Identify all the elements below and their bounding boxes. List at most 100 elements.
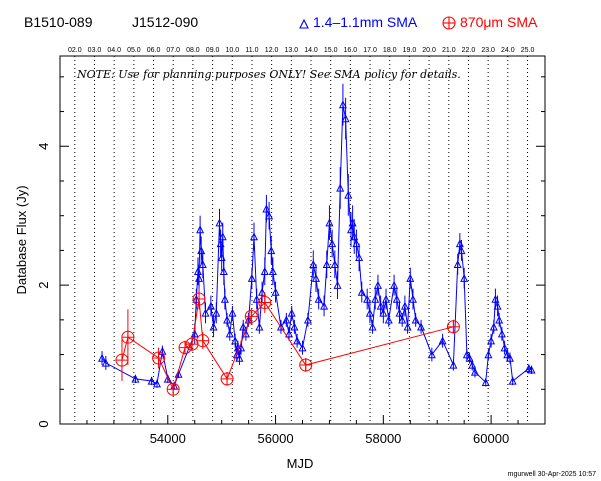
data-point — [152, 351, 166, 365]
x-tick-label: 56000 — [257, 431, 293, 446]
data-point — [206, 301, 215, 310]
legend-label-870um: 870μm SMA — [460, 14, 538, 30]
data-point — [225, 329, 234, 338]
x-axis-ticks: 54000 56000 58000 60000 — [59, 415, 546, 446]
top-axis-label: 16.0 — [344, 47, 358, 54]
data-point — [265, 211, 274, 220]
top-axis-label: 14.0 — [304, 47, 318, 54]
top-axis-label: 22.0 — [462, 47, 476, 54]
top-axis-label: 02.0 — [68, 47, 82, 54]
data-point — [417, 322, 426, 331]
data-point — [325, 218, 334, 227]
data-point — [376, 301, 385, 310]
data-point — [336, 183, 345, 192]
data-point — [341, 114, 350, 123]
data-point — [244, 309, 258, 323]
data-point — [217, 253, 226, 262]
data-point — [228, 308, 237, 317]
data-point — [98, 353, 107, 362]
series-1mm-layer — [98, 83, 536, 390]
data-point — [271, 287, 280, 296]
planning-note: NOTE: Use for planning purposes ONLY! Se… — [76, 68, 461, 81]
data-point — [470, 367, 479, 376]
data-point — [449, 360, 458, 369]
data-point — [398, 315, 407, 324]
data-point — [215, 218, 224, 227]
data-point — [427, 350, 436, 359]
data-point — [505, 353, 514, 362]
data-point — [209, 322, 218, 331]
data-point — [311, 273, 320, 282]
data-point — [260, 266, 269, 275]
top-axis-label: 23.0 — [481, 47, 495, 54]
data-point — [493, 301, 502, 310]
data-point — [174, 369, 183, 378]
top-axis-label: 17.0 — [363, 47, 377, 54]
top-axis-label: 11.0 — [245, 47, 258, 54]
data-point — [287, 308, 296, 317]
source-name-right: J1512-090 — [132, 14, 198, 30]
data-point — [220, 294, 229, 303]
data-point — [395, 308, 404, 317]
data-point — [406, 273, 415, 282]
data-point — [468, 360, 477, 369]
data-point — [196, 225, 205, 234]
data-point — [201, 308, 210, 317]
data-point — [382, 294, 391, 303]
data-point — [163, 374, 172, 383]
data-point — [198, 259, 207, 269]
top-axis-label: 10.0 — [225, 47, 239, 54]
data-point — [220, 372, 234, 386]
data-point — [212, 308, 221, 317]
data-point — [192, 292, 206, 306]
top-axis-label: 19.0 — [403, 47, 417, 54]
data-point — [115, 353, 129, 367]
y-tick-label: 0 — [36, 420, 51, 427]
data-point — [355, 253, 364, 262]
data-point — [350, 232, 359, 241]
data-point — [487, 336, 496, 345]
data-point — [195, 273, 204, 282]
data-point — [282, 315, 291, 324]
data-point — [131, 374, 140, 383]
data-point — [481, 378, 490, 387]
data-point — [178, 341, 192, 355]
data-point — [489, 322, 498, 331]
data-point — [249, 232, 259, 241]
y-tick-label: 2 — [36, 282, 51, 289]
y-axis-ticks: 0 2 4 — [36, 76, 545, 428]
data-point — [400, 301, 409, 310]
legend-triangle-icon — [299, 18, 309, 29]
data-point — [247, 273, 256, 282]
data-point — [193, 266, 202, 275]
data-point — [484, 350, 493, 359]
data-point — [357, 287, 366, 296]
data-point — [365, 308, 374, 317]
data-point — [330, 259, 339, 269]
data-point — [309, 259, 318, 269]
data-point — [368, 322, 377, 331]
top-axis-label: 18.0 — [383, 47, 397, 54]
data-point — [258, 287, 267, 296]
data-point — [223, 315, 232, 324]
data-point — [320, 301, 329, 310]
data-point — [285, 329, 294, 338]
data-point — [185, 337, 199, 351]
data-point — [371, 294, 380, 303]
data-point — [457, 246, 466, 255]
data-point — [338, 100, 347, 109]
data-point — [508, 376, 517, 385]
data-point — [235, 353, 244, 362]
y-axis-label: Database Flux (Jy) — [14, 185, 29, 294]
data-point — [379, 308, 388, 317]
data-point — [438, 336, 447, 345]
top-axis-labels: 02.0 03.0 04.0 05.0 06.0 07.0 08.0 09.0 10.0 11.0… — [68, 47, 534, 54]
data-point — [231, 336, 240, 345]
x-tick-label: 60000 — [473, 431, 509, 446]
data-point — [352, 239, 361, 248]
data-point — [101, 358, 110, 367]
x-tick-label: 54000 — [150, 431, 186, 446]
top-axis-label: 05.0 — [127, 47, 141, 54]
data-point — [268, 266, 277, 275]
top-axis-label: 25.0 — [521, 47, 535, 54]
